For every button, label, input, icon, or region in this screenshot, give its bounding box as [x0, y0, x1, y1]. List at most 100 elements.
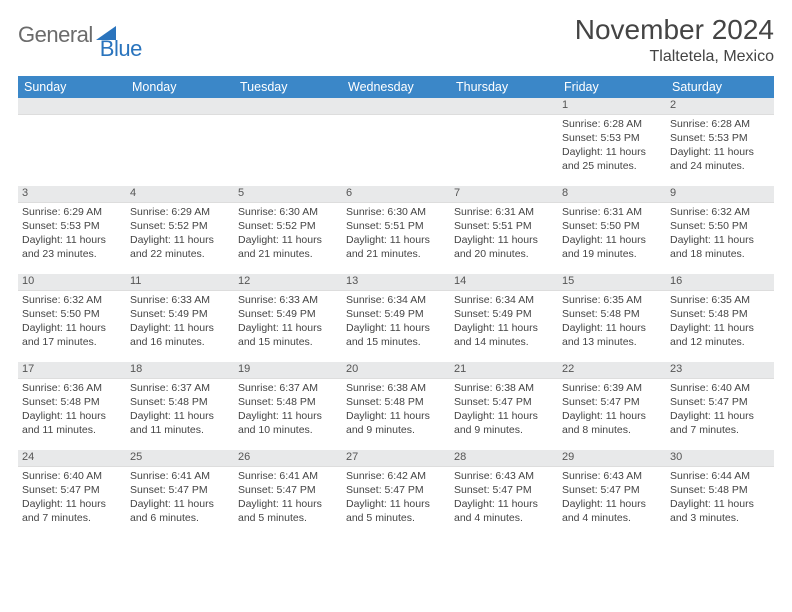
day-info-line: Daylight: 11 hours and 17 minutes. [22, 321, 122, 349]
day-info-line: Daylight: 11 hours and 9 minutes. [454, 409, 554, 437]
day-info-line: Sunset: 5:49 PM [130, 307, 230, 321]
day-info-line: Sunset: 5:48 PM [562, 307, 662, 321]
day-number: 28 [450, 450, 558, 466]
calendar-table: SundayMondayTuesdayWednesdayThursdayFrid… [18, 76, 774, 538]
day-info-line: Daylight: 11 hours and 14 minutes. [454, 321, 554, 349]
day-cell: Sunrise: 6:37 AMSunset: 5:48 PMDaylight:… [126, 378, 234, 450]
day-info-line: Sunset: 5:49 PM [238, 307, 338, 321]
day-content-row: Sunrise: 6:28 AMSunset: 5:53 PMDaylight:… [18, 114, 774, 186]
day-info-line: Daylight: 11 hours and 13 minutes. [562, 321, 662, 349]
day-info-line: Daylight: 11 hours and 6 minutes. [130, 497, 230, 525]
day-number: 8 [558, 186, 666, 202]
day-info-line: Daylight: 11 hours and 5 minutes. [238, 497, 338, 525]
day-number: 2 [666, 98, 774, 114]
day-number: 21 [450, 362, 558, 378]
weekday-header: Friday [558, 76, 666, 98]
day-info-line: Daylight: 11 hours and 4 minutes. [454, 497, 554, 525]
day-cell [18, 114, 126, 186]
location: Tlaltetela, Mexico [575, 48, 774, 66]
day-info-line: Sunrise: 6:28 AM [562, 117, 662, 131]
day-number-row: 10111213141516 [18, 274, 774, 290]
day-number: 5 [234, 186, 342, 202]
day-info-line: Sunrise: 6:29 AM [130, 205, 230, 219]
day-number [342, 98, 450, 114]
day-info-line: Sunrise: 6:44 AM [670, 469, 770, 483]
day-info-line: Sunrise: 6:40 AM [22, 469, 122, 483]
day-info-line: Sunrise: 6:35 AM [562, 293, 662, 307]
day-cell: Sunrise: 6:42 AMSunset: 5:47 PMDaylight:… [342, 466, 450, 538]
day-info-line: Sunrise: 6:40 AM [670, 381, 770, 395]
day-cell: Sunrise: 6:30 AMSunset: 5:52 PMDaylight:… [234, 202, 342, 274]
logo: General Blue [18, 14, 142, 48]
day-info-line: Daylight: 11 hours and 18 minutes. [670, 233, 770, 261]
day-info-line: Sunset: 5:47 PM [346, 483, 446, 497]
day-cell [126, 114, 234, 186]
day-info-line: Daylight: 11 hours and 21 minutes. [238, 233, 338, 261]
day-info-line: Sunrise: 6:41 AM [130, 469, 230, 483]
day-number: 4 [126, 186, 234, 202]
day-cell: Sunrise: 6:30 AMSunset: 5:51 PMDaylight:… [342, 202, 450, 274]
day-info-line: Sunrise: 6:31 AM [454, 205, 554, 219]
day-info-line: Sunrise: 6:37 AM [238, 381, 338, 395]
day-info-line: Sunset: 5:47 PM [238, 483, 338, 497]
day-info-line: Sunset: 5:48 PM [670, 483, 770, 497]
day-number: 3 [18, 186, 126, 202]
day-cell: Sunrise: 6:35 AMSunset: 5:48 PMDaylight:… [558, 290, 666, 362]
day-info-line: Sunset: 5:48 PM [130, 395, 230, 409]
day-info-line: Sunset: 5:53 PM [562, 131, 662, 145]
day-info-line: Daylight: 11 hours and 7 minutes. [22, 497, 122, 525]
day-info-line: Sunset: 5:50 PM [22, 307, 122, 321]
header: General Blue November 2024 Tlaltetela, M… [18, 14, 774, 66]
day-info-line: Sunset: 5:53 PM [670, 131, 770, 145]
day-cell: Sunrise: 6:29 AMSunset: 5:52 PMDaylight:… [126, 202, 234, 274]
day-cell: Sunrise: 6:40 AMSunset: 5:47 PMDaylight:… [666, 378, 774, 450]
day-number [126, 98, 234, 114]
day-info-line: Daylight: 11 hours and 11 minutes. [22, 409, 122, 437]
day-info-line: Daylight: 11 hours and 11 minutes. [130, 409, 230, 437]
day-info-line: Daylight: 11 hours and 23 minutes. [22, 233, 122, 261]
day-number [18, 98, 126, 114]
day-number: 24 [18, 450, 126, 466]
day-info-line: Daylight: 11 hours and 22 minutes. [130, 233, 230, 261]
day-cell: Sunrise: 6:37 AMSunset: 5:48 PMDaylight:… [234, 378, 342, 450]
day-info-line: Sunrise: 6:41 AM [238, 469, 338, 483]
day-cell: Sunrise: 6:33 AMSunset: 5:49 PMDaylight:… [234, 290, 342, 362]
day-info-line: Sunset: 5:50 PM [562, 219, 662, 233]
day-number [234, 98, 342, 114]
day-number: 25 [126, 450, 234, 466]
day-number: 17 [18, 362, 126, 378]
day-number-row: 3456789 [18, 186, 774, 202]
day-number: 22 [558, 362, 666, 378]
day-info-line: Sunset: 5:48 PM [22, 395, 122, 409]
day-info-line: Daylight: 11 hours and 3 minutes. [670, 497, 770, 525]
day-info-line: Sunset: 5:52 PM [238, 219, 338, 233]
day-info-line: Sunrise: 6:37 AM [130, 381, 230, 395]
weekday-header: Wednesday [342, 76, 450, 98]
day-cell: Sunrise: 6:41 AMSunset: 5:47 PMDaylight:… [126, 466, 234, 538]
day-number: 29 [558, 450, 666, 466]
day-info-line: Sunset: 5:48 PM [346, 395, 446, 409]
day-info-line: Sunset: 5:48 PM [670, 307, 770, 321]
day-number-row: 24252627282930 [18, 450, 774, 466]
day-info-line: Daylight: 11 hours and 9 minutes. [346, 409, 446, 437]
day-cell: Sunrise: 6:28 AMSunset: 5:53 PMDaylight:… [666, 114, 774, 186]
day-info-line: Sunrise: 6:33 AM [130, 293, 230, 307]
day-info-line: Daylight: 11 hours and 10 minutes. [238, 409, 338, 437]
day-info-line: Sunrise: 6:43 AM [454, 469, 554, 483]
day-info-line: Sunrise: 6:43 AM [562, 469, 662, 483]
day-info-line: Daylight: 11 hours and 19 minutes. [562, 233, 662, 261]
day-content-row: Sunrise: 6:40 AMSunset: 5:47 PMDaylight:… [18, 466, 774, 538]
day-info-line: Sunrise: 6:39 AM [562, 381, 662, 395]
day-info-line: Sunrise: 6:31 AM [562, 205, 662, 219]
day-info-line: Sunrise: 6:35 AM [670, 293, 770, 307]
day-info-line: Daylight: 11 hours and 5 minutes. [346, 497, 446, 525]
day-info-line: Sunset: 5:50 PM [670, 219, 770, 233]
day-info-line: Daylight: 11 hours and 20 minutes. [454, 233, 554, 261]
day-cell: Sunrise: 6:28 AMSunset: 5:53 PMDaylight:… [558, 114, 666, 186]
day-number: 9 [666, 186, 774, 202]
day-number: 18 [126, 362, 234, 378]
day-info-line: Sunset: 5:49 PM [346, 307, 446, 321]
day-cell: Sunrise: 6:36 AMSunset: 5:48 PMDaylight:… [18, 378, 126, 450]
day-number-row: 12 [18, 98, 774, 114]
day-number: 27 [342, 450, 450, 466]
